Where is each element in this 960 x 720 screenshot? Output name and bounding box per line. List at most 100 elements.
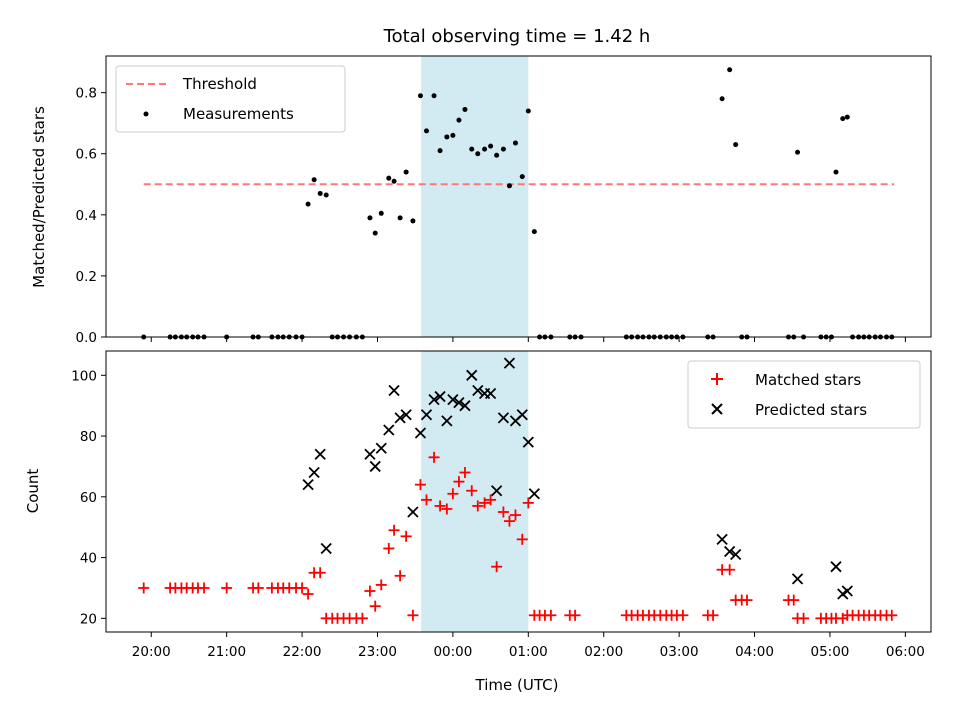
legend-predicted-label: Predicted stars	[755, 401, 867, 419]
bottom-plot-frame	[105, 350, 932, 633]
bot-y-tick-label: 100	[71, 368, 97, 384]
measurements-point	[494, 152, 500, 158]
matched-stars-point	[724, 564, 736, 576]
predicted-stars-point	[375, 442, 387, 454]
legend-measurements-label: Measurements	[183, 105, 294, 123]
predicted-stars-point	[724, 545, 736, 558]
measurements-point	[844, 114, 850, 120]
top-legend: Threshold Measurements	[115, 65, 346, 133]
matched-stars-point	[296, 582, 308, 594]
predicted-stars-point	[364, 448, 376, 460]
predicted-stars-point	[394, 412, 406, 424]
predicted-stars-point	[320, 542, 332, 555]
measurements-point	[833, 169, 839, 175]
top-y-tick-label: 0.4	[76, 208, 97, 224]
measurements-point	[733, 142, 739, 148]
matched-stars-point	[447, 488, 459, 500]
measurements-point	[469, 146, 475, 152]
matched-stars-point	[503, 515, 515, 527]
x-tick-label: 02:00	[584, 644, 623, 660]
matched-stars-point	[420, 494, 432, 506]
measurements-point	[317, 190, 323, 196]
measurements-point	[500, 146, 506, 152]
predicted-stars-point	[830, 561, 842, 573]
matched-stars-point	[569, 609, 581, 621]
predicted-stars-point	[730, 548, 742, 561]
predicted-stars-point	[407, 506, 419, 518]
predicted-stars-point	[528, 488, 540, 500]
matched-stars-point	[138, 582, 150, 594]
measurements-point	[482, 146, 488, 152]
predicted-stars-point	[414, 427, 427, 439]
x-tick-label: 23:00	[358, 644, 397, 660]
top-panel: 0.00.20.40.60.8 Matched/Predicted stars …	[30, 55, 932, 346]
x-tick-label: 05:00	[810, 644, 849, 660]
predicted-stars-point	[516, 409, 528, 421]
matched-stars-point	[707, 609, 719, 621]
matched-stars-point	[356, 612, 368, 624]
predicted-stars-point	[503, 357, 516, 369]
matched-stars-point	[252, 582, 264, 594]
predicted-stars-point	[522, 436, 534, 448]
top-y-tick-label: 0.8	[76, 86, 97, 102]
measurements-point	[450, 132, 456, 138]
predicted-stars-point	[420, 409, 433, 421]
predicted-stars-point	[484, 387, 497, 400]
matched-stars-point	[434, 500, 446, 512]
predicted-stars-point	[428, 393, 440, 406]
measurements-point	[367, 215, 373, 221]
measurements-point	[397, 215, 403, 221]
measurements-point	[456, 117, 462, 123]
legend-predicted-swatch	[711, 403, 723, 415]
matched-stars-point	[364, 585, 376, 597]
top-plot-frame	[105, 55, 932, 338]
matched-stars-point	[400, 530, 412, 542]
matched-stars-point	[314, 567, 326, 579]
bot-y-tick-label: 80	[80, 429, 97, 445]
matched-stars-point	[459, 467, 471, 479]
measurements-point	[840, 116, 846, 122]
bottom-legend: Matched stars Predicted stars	[687, 360, 921, 429]
measurements-point	[525, 108, 531, 114]
matched-stars-point	[221, 582, 233, 594]
x-tick-label: 01:00	[509, 644, 548, 660]
predicted-stars-point	[791, 573, 804, 585]
measurements-point	[372, 230, 378, 236]
matched-stars-point	[798, 612, 810, 624]
top-observing-window	[421, 56, 529, 337]
matched-stars-point	[407, 609, 419, 621]
predicted-stars-point	[447, 393, 459, 406]
predicted-stars-point	[308, 466, 320, 479]
predicted-stars-point	[497, 412, 510, 424]
matched-stars-point	[388, 524, 400, 536]
matched-stars-point	[677, 609, 689, 621]
matched-stars-point	[375, 579, 387, 591]
matched-stars-point	[516, 533, 528, 545]
measurements-point	[531, 229, 537, 235]
legend-threshold-label: Threshold	[182, 75, 257, 93]
legend-matched-label: Matched stars	[755, 371, 861, 389]
measurements-point	[431, 93, 437, 99]
matched-stars-point	[466, 485, 478, 497]
matched-stars-point	[369, 600, 381, 612]
predicted-stars-point	[466, 369, 478, 381]
predicted-stars-point	[314, 448, 326, 460]
predicted-stars-point	[841, 585, 853, 597]
legend-measurements-swatch	[143, 111, 149, 117]
measurements-point	[323, 192, 329, 198]
matched-stars-point	[479, 497, 491, 509]
matched-stars-point	[198, 582, 210, 594]
x-tick-label: 04:00	[735, 644, 774, 660]
top-y-axis-label: Matched/Predicted stars	[30, 106, 48, 288]
predicted-stars-point	[400, 409, 412, 421]
measurements-point	[423, 128, 429, 134]
measurements-point	[475, 151, 481, 157]
x-tick-label: 22:00	[283, 644, 322, 660]
matched-stars-point	[545, 609, 557, 621]
measurements-point	[444, 134, 450, 140]
matched-stars-point	[485, 494, 497, 506]
measurements-point	[512, 140, 518, 146]
legend-matched-swatch	[711, 373, 723, 385]
predicted-stars-point	[441, 415, 453, 427]
